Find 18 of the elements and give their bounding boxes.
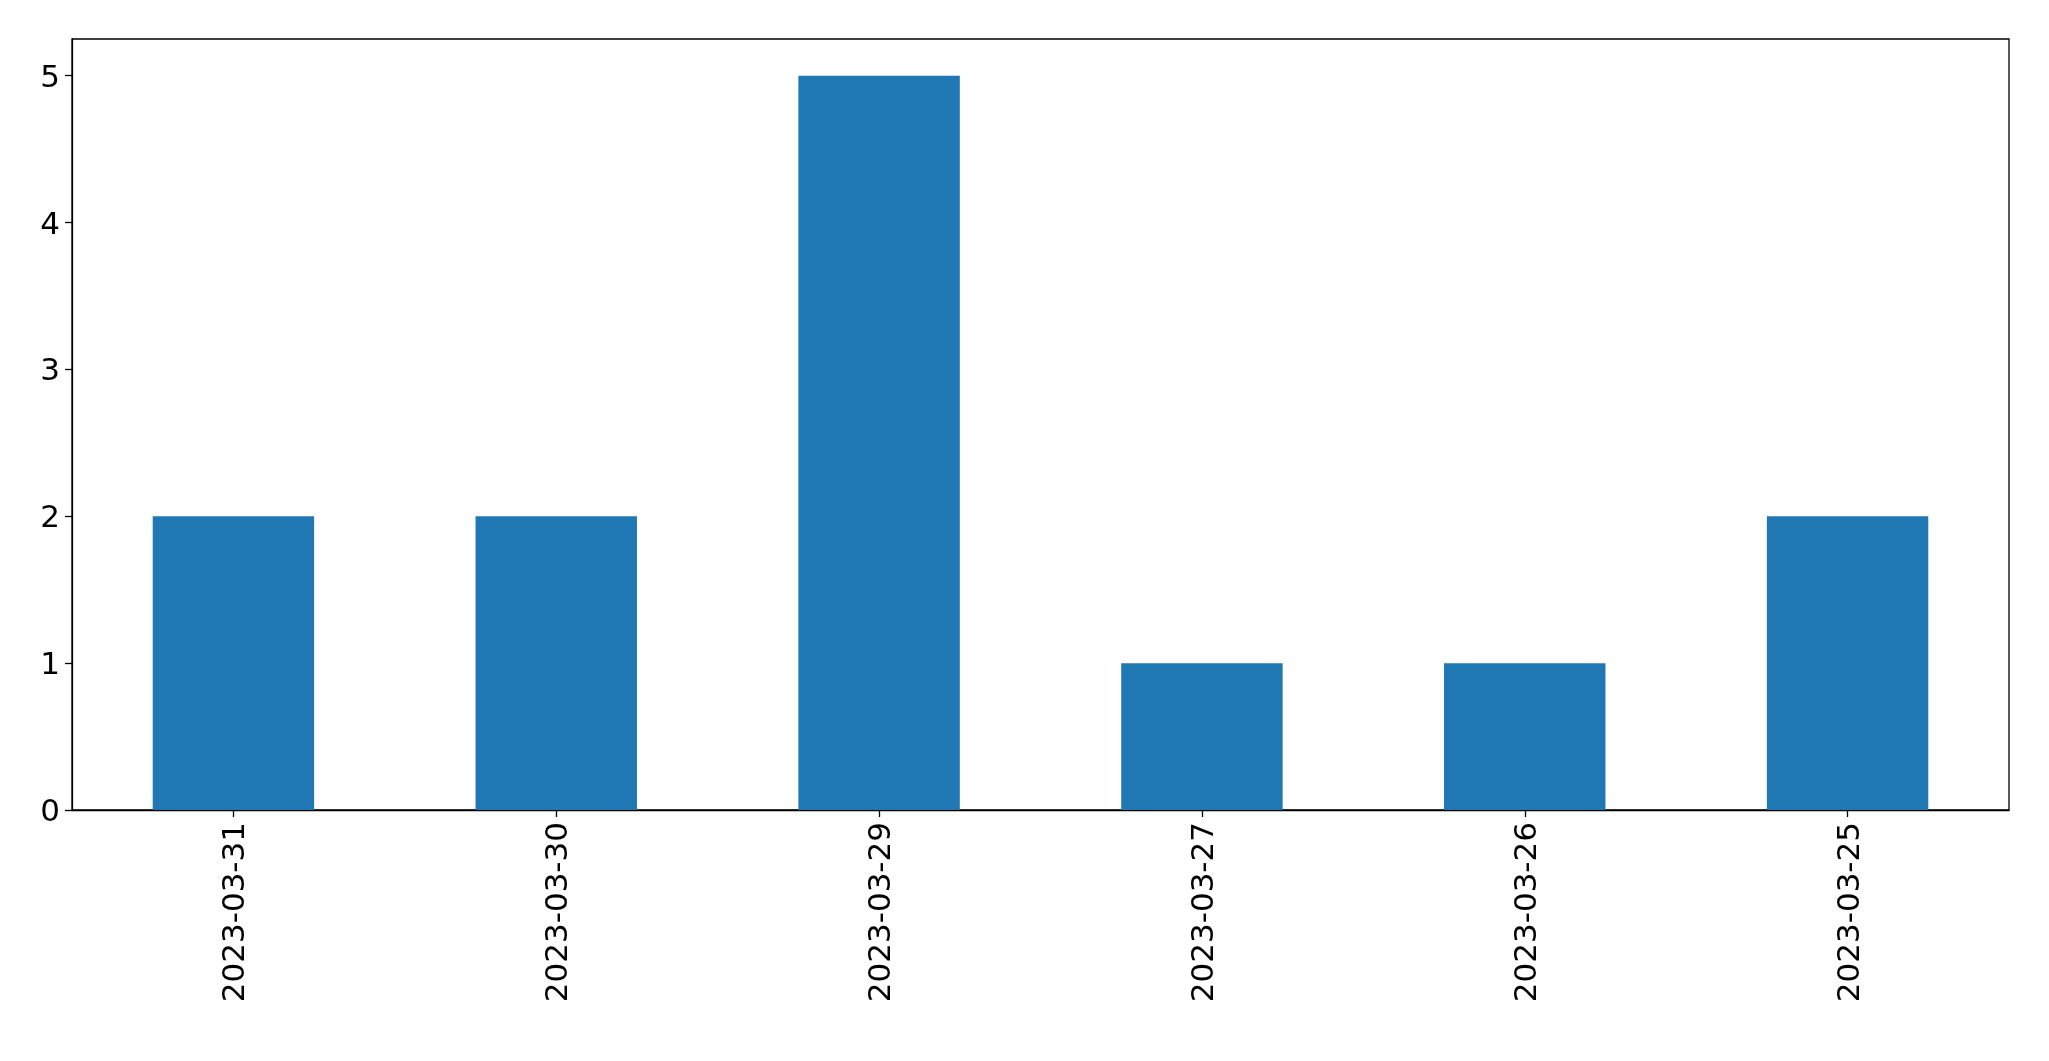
y-tick-label: 4 [40, 204, 60, 241]
bar [1444, 663, 1606, 810]
bar [475, 516, 637, 810]
x-tick-label: 2023-03-31 [215, 822, 252, 1003]
y-tick-label: 5 [40, 57, 60, 94]
bar [1121, 663, 1283, 810]
bar [1766, 516, 1929, 810]
y-tick-label: 3 [40, 351, 60, 388]
x-tick-label: 2023-03-26 [1506, 822, 1543, 1003]
x-tick-label: 2023-03-30 [538, 822, 575, 1003]
x-tick-label: 2023-03-29 [861, 822, 898, 1003]
bar [152, 516, 315, 810]
y-tick-label: 1 [40, 645, 60, 682]
y-tick-label: 2 [40, 498, 60, 535]
x-tick-label: 2023-03-25 [1829, 822, 1866, 1003]
y-tick-label: 0 [40, 792, 60, 828]
x-tick-label: 2023-03-27 [1183, 822, 1220, 1003]
bar [798, 75, 960, 810]
